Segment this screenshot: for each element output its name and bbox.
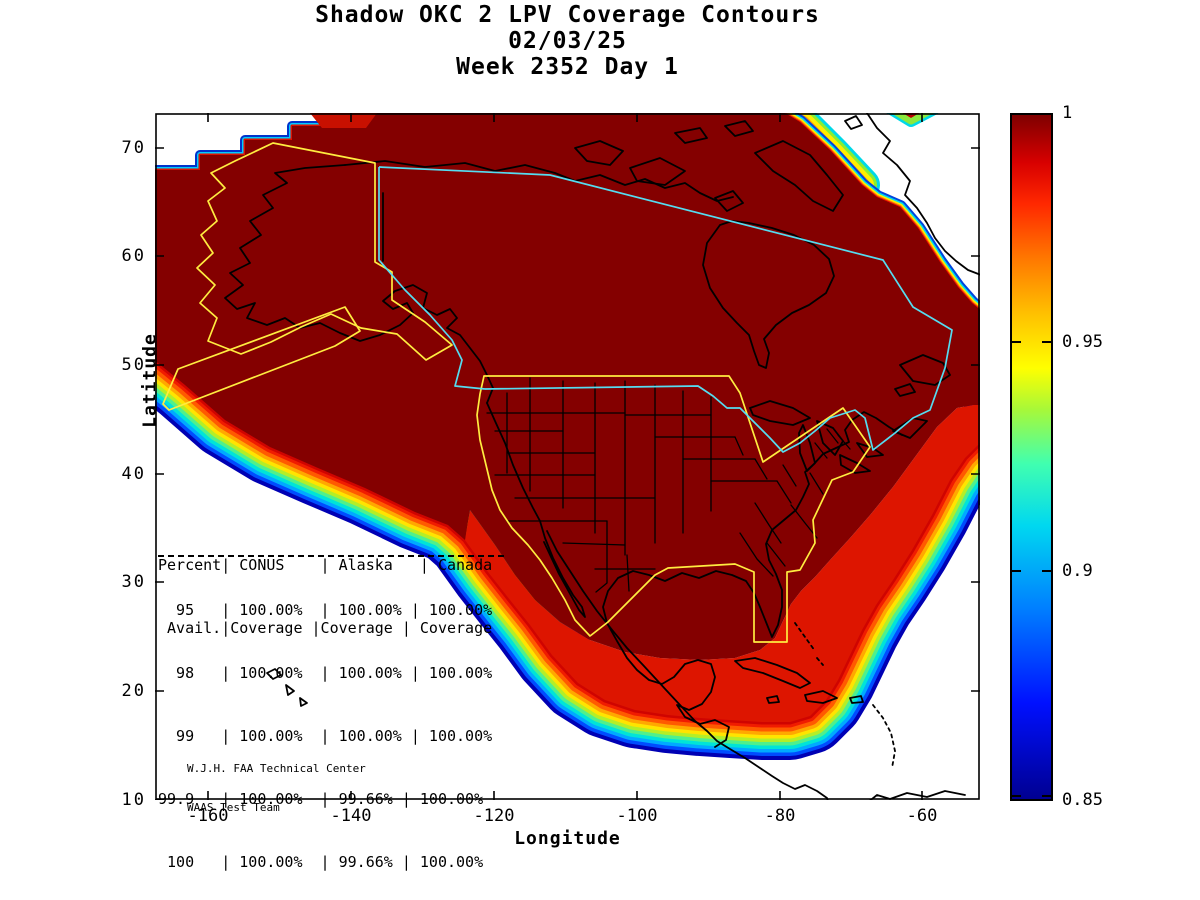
newfoundland-maritimes <box>892 354 951 439</box>
x-tick--100: -100 <box>616 806 658 826</box>
plot-week-day: Week 2352 Day 1 <box>456 54 679 80</box>
y-tick-60: 60 <box>121 246 146 266</box>
table-header-line1: Percent| CONUS | Alaska | Canada <box>158 556 493 574</box>
us-state-boundaries <box>486 377 851 593</box>
colorbar-tick-095-left <box>1012 341 1021 343</box>
availability-table-rows: 95 | 100.00% | 100.00% | 100.00% 98 | 10… <box>158 558 492 900</box>
y-tick-10: 10 <box>121 790 146 810</box>
credit-line2: WAAS Test Team <box>187 801 280 814</box>
caribbean-islands <box>734 657 864 704</box>
canada-service-volume-west <box>378 167 486 390</box>
table-row: 95 | 100.00% | 100.00% | 100.00% <box>158 601 493 619</box>
credit-line1: W.J.H. FAA Technical Center <box>187 762 366 775</box>
conus-service-volume <box>476 375 871 643</box>
coverage-map <box>155 113 980 800</box>
colorbar-tick-085-left <box>1012 795 1021 797</box>
coverage-top-patch <box>310 113 377 128</box>
arctic-coastline <box>344 160 734 202</box>
colorbar-label-085: 0.85 <box>1062 790 1103 810</box>
axis-box-and-ticks <box>155 113 980 800</box>
service-boundary-canada <box>378 166 953 453</box>
x-tick--80: -80 <box>764 806 796 826</box>
hudson-bay-coastline <box>702 220 835 369</box>
hawaii-islands <box>266 668 308 707</box>
pacific-coastline <box>486 402 586 618</box>
x-tick--140: -140 <box>330 806 372 826</box>
plot-title: Shadow OKC 2 LPV Coverage Contours <box>315 2 820 28</box>
great-lakes <box>749 400 884 474</box>
table-row: 99.9 | 100.00% | 99.66% | 100.00% <box>158 790 484 808</box>
arctic-islands <box>574 120 844 212</box>
x-tick--120: -120 <box>473 806 515 826</box>
plot-title-block: Shadow OKC 2 LPV Coverage Contours 02/03… <box>155 2 980 80</box>
x-axis-label: Longitude <box>514 828 621 849</box>
coverage-full-region <box>155 113 980 660</box>
credit-block: W.J.H. FAA Technical Center WAAS Test Te… <box>187 736 366 840</box>
availability-table-header: Percent| CONUS | Alaska | Canada Avail.|… <box>158 513 492 681</box>
colorbar-tick-095-right <box>1042 341 1051 343</box>
greenland-coastline <box>844 113 980 276</box>
y-tick-40: 40 <box>121 464 146 484</box>
table-header-line2: Avail.|Coverage |Coverage | Coverage <box>158 619 493 637</box>
gulf-east-coastline <box>602 411 903 638</box>
aleutian-corridor <box>162 306 361 411</box>
coastlines <box>224 113 980 800</box>
y-axis-ticks <box>155 147 980 800</box>
y-tick-70: 70 <box>121 138 146 158</box>
colorbar-label-090: 0.9 <box>1062 561 1093 581</box>
colorbar-tick-090-left <box>1012 570 1021 572</box>
canada-service-volume <box>378 166 953 453</box>
x-tick--160: -160 <box>187 806 229 826</box>
x-tick--60: -60 <box>906 806 938 826</box>
table-divider <box>158 555 504 557</box>
island-chain-dashes <box>794 622 896 769</box>
table-row: 100 | 100.00% | 99.66% | 100.00% <box>158 853 484 871</box>
colorbar-label-1: 1 <box>1062 103 1073 123</box>
table-row: 98 | 100.00% | 100.00% | 100.00% <box>158 664 493 682</box>
colorbar-label-095: 0.95 <box>1062 332 1103 352</box>
plot-border <box>155 113 980 800</box>
y-tick-20: 20 <box>121 681 146 701</box>
colorbar-tick-085-right <box>1042 795 1051 797</box>
mexico-gulf-yucatan-coastline <box>606 622 730 748</box>
colorbar <box>1010 113 1053 801</box>
y-tick-50: 50 <box>121 355 146 375</box>
x-axis-ticks <box>207 113 923 800</box>
mexico-pacific-coastline <box>546 530 966 800</box>
service-boundary-conus-alaska <box>162 142 871 643</box>
coverage-high-region <box>465 405 980 722</box>
y-tick-30: 30 <box>121 572 146 592</box>
table-row: 99 | 100.00% | 100.00% | 100.00% <box>158 727 493 745</box>
plot-date: 02/03/25 <box>508 28 627 54</box>
colorbar-tick-090-right <box>1042 570 1051 572</box>
alaska-service-volume <box>196 142 453 361</box>
